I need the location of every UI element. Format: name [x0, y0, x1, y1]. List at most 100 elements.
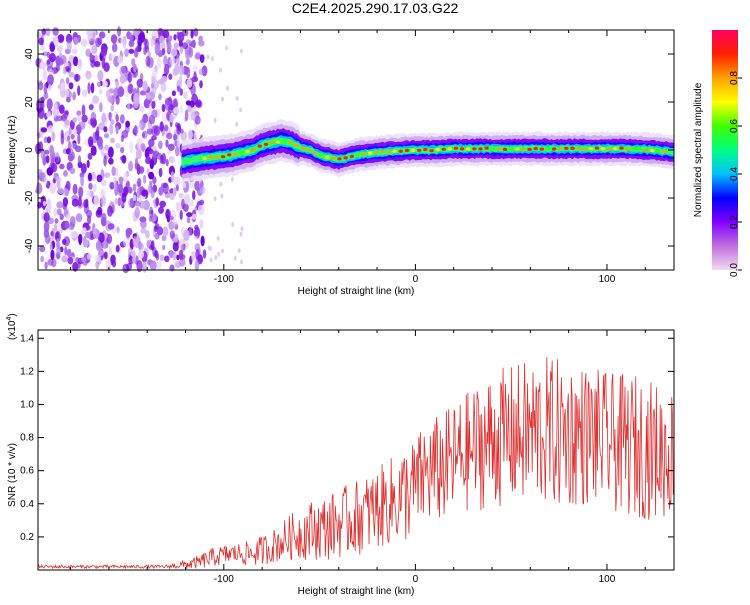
ridge-hotspot — [447, 147, 453, 151]
speckle-dot — [85, 231, 91, 239]
speckle-dot — [115, 114, 119, 123]
speckle-dot — [154, 43, 160, 55]
speckle-dot — [168, 73, 173, 80]
ridge-hotspot — [349, 154, 354, 158]
speckle-dot — [81, 256, 87, 263]
speckle-dot — [49, 242, 53, 251]
speckle-dot — [61, 238, 67, 245]
speckle-dot — [68, 71, 75, 78]
speckle-dot — [77, 133, 81, 145]
speckle-dot — [151, 100, 156, 109]
ridge-hotspot — [368, 151, 373, 155]
speckle-dot — [60, 82, 66, 91]
speckle-dot — [54, 102, 58, 114]
speckle-dot — [59, 163, 65, 170]
speckle-dot — [239, 231, 243, 237]
ridge-hotspot — [588, 146, 594, 151]
speckle-dot — [209, 257, 213, 263]
speckle-dot — [98, 88, 103, 95]
speckle-dot — [87, 152, 93, 160]
snr-y-tick-label: 1.4 — [20, 333, 34, 344]
ridge-hotspot — [392, 149, 397, 153]
speckle-dot — [161, 103, 166, 113]
speckle-dot — [115, 125, 119, 135]
speckle-dot — [65, 213, 71, 220]
speckle-dot — [161, 75, 168, 83]
snr-x-tick-label: -100 — [214, 574, 234, 585]
speckle-dot — [192, 64, 198, 73]
speckle-dot — [62, 197, 69, 207]
snr-series-line — [37, 357, 674, 570]
speckle-dot — [91, 171, 97, 182]
speckle-dot — [239, 48, 243, 54]
snr-xlabel: Height of straight line (km) — [298, 586, 415, 597]
speckle-dot — [81, 104, 86, 117]
speckle-dot — [73, 36, 79, 45]
ridge-hotspot — [202, 156, 207, 160]
speckle-dot — [216, 236, 220, 241]
speckle-dot — [179, 209, 183, 221]
speckle-dot — [161, 235, 167, 242]
speckle-dot — [159, 35, 165, 44]
speckle-dot — [113, 177, 117, 189]
noise-speckle — [35, 26, 244, 274]
snr-scale-label: (x104) — [6, 313, 18, 340]
speckle-dot — [135, 45, 142, 52]
speckle-dot — [240, 226, 244, 232]
speckle-dot — [58, 104, 65, 114]
speckle-dot — [179, 258, 186, 267]
speckle-dot — [133, 63, 137, 73]
speckle-dot — [191, 39, 196, 49]
speckle-dot — [219, 181, 223, 187]
speckle-dot — [44, 234, 51, 244]
spectrogram-ticks: -100 0 100 40 20 0 -20 -40 — [24, 30, 674, 285]
speckle-dot — [189, 180, 196, 189]
speckle-dot — [192, 190, 196, 201]
speckle-dot — [174, 63, 180, 76]
speckle-dot — [122, 38, 127, 49]
speckle-dot — [167, 149, 172, 156]
speckle-dot — [176, 254, 180, 261]
speckle-dot — [102, 80, 108, 88]
ridge-hotspot — [410, 148, 416, 152]
speckle-dot — [128, 160, 134, 172]
ridge-hotspot — [263, 142, 269, 146]
speckle-dot — [191, 213, 197, 220]
speckle-dot — [150, 38, 154, 48]
speckle-dot — [65, 77, 70, 85]
speckle-dot — [98, 232, 105, 243]
speckle-dot — [150, 190, 155, 199]
speckle-dot — [206, 54, 210, 60]
ridge-hotspot — [331, 156, 336, 160]
speckle-dot — [53, 36, 59, 48]
speckle-dot — [166, 41, 172, 53]
speckle-dot — [173, 176, 181, 187]
speckle-dot — [179, 88, 183, 96]
speckle-dot — [159, 154, 164, 164]
speckle-dot — [191, 111, 196, 121]
speckle-dot — [86, 253, 92, 260]
speckle-dot — [169, 55, 176, 66]
speckle-dot — [62, 66, 66, 75]
speckle-dot — [127, 103, 131, 111]
speckle-dot — [169, 230, 175, 239]
speckle-dot — [125, 227, 133, 236]
snr-y-tick-label: 1.0 — [20, 399, 34, 410]
speckle-dot — [133, 93, 140, 105]
ridge-hotspot — [374, 150, 379, 154]
speckle-dot — [185, 58, 190, 66]
speckle-dot — [64, 66, 70, 72]
speckle-dot — [40, 255, 45, 263]
speckle-dot — [161, 182, 168, 188]
speckle-dot — [108, 111, 112, 121]
speckle-dot — [49, 182, 57, 194]
speckle-dot — [214, 255, 218, 261]
ridge-hotspot — [429, 149, 434, 153]
speckle-dot — [161, 110, 168, 122]
speckle-dot — [98, 142, 104, 150]
speckle-dot — [77, 155, 82, 164]
speckle-dot — [78, 121, 86, 130]
speckle-dot — [158, 186, 164, 196]
speckle-dot — [111, 43, 118, 53]
speckle-dot — [87, 82, 91, 94]
